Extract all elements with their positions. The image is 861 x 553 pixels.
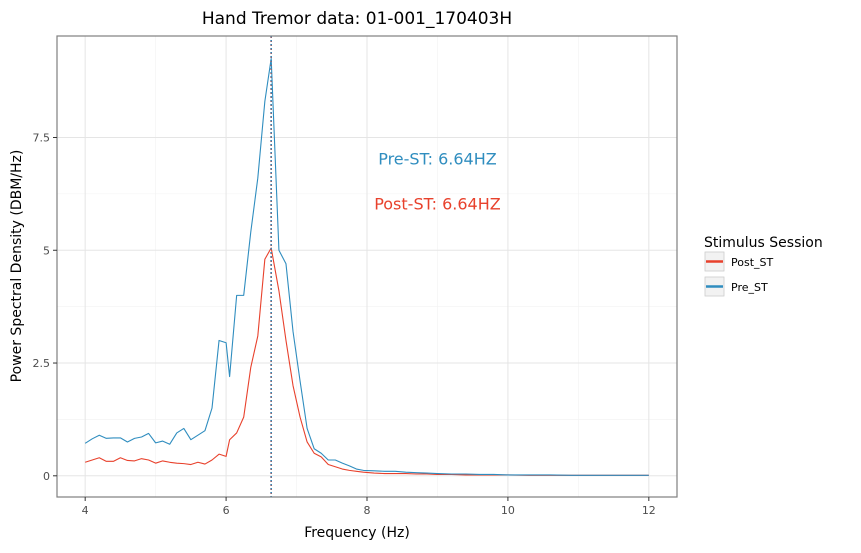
y-tick-label: 5 (43, 244, 50, 257)
x-tick-label: 8 (364, 504, 371, 517)
x-axis-ticks: 4 6 8 10 12 (82, 497, 656, 517)
legend-title: Stimulus Session (704, 235, 823, 251)
x-tick-label: 6 (223, 504, 230, 517)
chart-title: Hand Tremor data: 01-001_170403H (202, 9, 512, 29)
annotations: Pre-ST: 6.64HZ Post-ST: 6.64HZ (374, 150, 501, 214)
x-tick-label: 12 (642, 504, 656, 517)
y-axis-ticks: 0 2.5 5 7.5 (33, 131, 57, 483)
legend-items: Post_ST Pre_ST (704, 251, 773, 297)
series-line-post-st (85, 247, 649, 476)
series-lines (84, 57, 649, 476)
y-tick-label: 0 (43, 470, 50, 483)
x-tick-label: 4 (82, 504, 89, 517)
annotation-pre-st: Pre-ST: 6.64HZ (378, 150, 497, 169)
annotation-post-st: Post-ST: 6.64HZ (374, 195, 501, 214)
legend: Stimulus Session Post_ST Pre_ST (704, 235, 823, 297)
y-axis-title: Power Spectral Density (DBM/Hz) (9, 150, 25, 383)
legend-label-post-st: Post_ST (731, 256, 773, 269)
y-tick-label: 2.5 (33, 357, 51, 370)
x-tick-label: 10 (501, 504, 515, 517)
series-line-pre-st (84, 57, 649, 476)
x-axis-title: Frequency (Hz) (304, 525, 410, 541)
legend-label-pre-st: Pre_ST (731, 281, 768, 294)
y-tick-label: 7.5 (33, 131, 51, 144)
